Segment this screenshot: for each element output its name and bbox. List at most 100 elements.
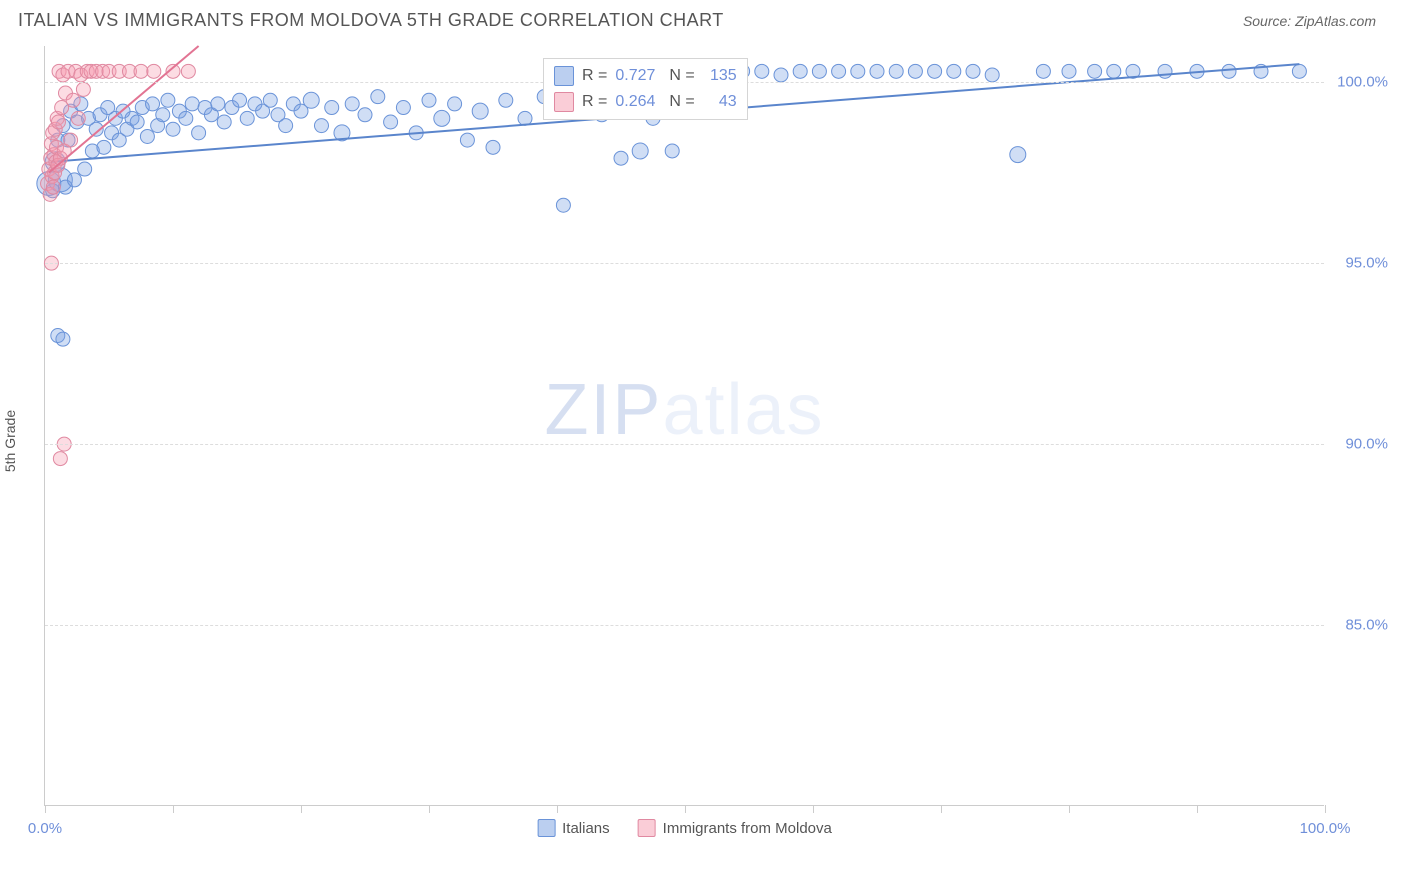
stats-row: R =0.264N =43	[554, 89, 737, 115]
data-point	[67, 173, 81, 187]
data-point	[1158, 64, 1172, 78]
data-point	[448, 97, 462, 111]
stats-r-value: 0.264	[615, 93, 661, 111]
data-point	[486, 140, 500, 154]
data-point	[233, 93, 247, 107]
data-point	[185, 97, 199, 111]
data-point	[460, 133, 474, 147]
data-point	[665, 144, 679, 158]
data-point	[812, 64, 826, 78]
x-tick	[685, 805, 686, 813]
gridline	[45, 263, 1324, 264]
data-point	[64, 133, 78, 147]
x-tick-label: 100.0%	[1300, 820, 1351, 837]
stats-swatch	[554, 92, 574, 112]
data-point	[56, 332, 70, 346]
data-point	[396, 101, 410, 115]
legend-item: Italians	[537, 819, 610, 837]
data-point	[263, 93, 277, 107]
data-point	[472, 103, 488, 119]
stats-n-value: 135	[703, 67, 737, 85]
stats-r-label: R =	[582, 93, 607, 111]
x-tick	[1325, 805, 1326, 813]
header: ITALIAN VS IMMIGRANTS FROM MOLDOVA 5TH G…	[0, 0, 1406, 36]
data-point	[279, 119, 293, 133]
data-point	[1107, 64, 1121, 78]
data-point	[192, 126, 206, 140]
y-tick-label: 85.0%	[1330, 617, 1388, 634]
x-tick-label: 0.0%	[28, 820, 62, 837]
data-point	[358, 108, 372, 122]
data-point	[97, 140, 111, 154]
data-point	[774, 68, 788, 82]
legend-item: Immigrants from Moldova	[638, 819, 832, 837]
stats-row: R = 0.727 N = 135	[554, 63, 737, 89]
data-point	[146, 97, 160, 111]
y-tick-label: 100.0%	[1330, 74, 1388, 91]
data-point	[1010, 147, 1026, 163]
data-point	[870, 64, 884, 78]
data-point	[985, 68, 999, 82]
x-tick	[45, 805, 46, 813]
data-point	[851, 64, 865, 78]
chart-title: ITALIAN VS IMMIGRANTS FROM MOLDOVA 5TH G…	[18, 10, 724, 31]
stats-box: R =0.727N =135R =0.264N =43	[543, 58, 748, 120]
data-point	[66, 93, 80, 107]
data-point	[147, 64, 161, 78]
data-point	[1062, 64, 1076, 78]
data-point	[632, 143, 648, 159]
x-tick	[941, 805, 942, 813]
x-tick	[1197, 805, 1198, 813]
data-point	[422, 93, 436, 107]
stats-r-label: R =	[582, 67, 607, 85]
stats-swatch	[554, 66, 574, 86]
data-point	[1088, 64, 1102, 78]
data-point	[53, 452, 67, 466]
plot-area: ZIPatlas R =0.727N =135R =0.264N =43 Ita…	[44, 46, 1324, 806]
data-point	[134, 64, 148, 78]
x-tick	[813, 805, 814, 813]
gridline	[45, 444, 1324, 445]
data-point	[556, 198, 570, 212]
data-point	[140, 129, 154, 143]
data-point	[314, 119, 328, 133]
legend-swatch	[537, 819, 555, 837]
data-point	[908, 64, 922, 78]
data-point	[1222, 64, 1236, 78]
data-point	[78, 162, 92, 176]
y-tick-label: 90.0%	[1330, 436, 1388, 453]
data-point	[518, 111, 532, 125]
stats-n-value: 43	[703, 93, 737, 111]
data-point	[181, 64, 195, 78]
y-tick-label: 95.0%	[1330, 255, 1388, 272]
stats-r-value: 0.727	[615, 67, 661, 85]
x-tick	[301, 805, 302, 813]
data-point	[179, 111, 193, 125]
data-point	[130, 115, 144, 129]
gridline	[45, 625, 1324, 626]
data-point	[240, 111, 254, 125]
legend-label: Italians	[562, 820, 610, 837]
data-point	[614, 151, 628, 165]
data-point	[345, 97, 359, 111]
data-point	[371, 90, 385, 104]
data-point	[325, 101, 339, 115]
data-point	[166, 122, 180, 136]
data-point	[793, 64, 807, 78]
data-point	[947, 64, 961, 78]
data-point	[889, 64, 903, 78]
data-point	[928, 64, 942, 78]
data-point	[71, 111, 85, 125]
data-point	[966, 64, 980, 78]
data-point	[217, 115, 231, 129]
data-point	[1292, 64, 1306, 78]
data-point	[1036, 64, 1050, 78]
legend: Italians Immigrants from Moldova	[537, 819, 832, 837]
x-tick	[1069, 805, 1070, 813]
data-point	[434, 110, 450, 126]
x-tick	[557, 805, 558, 813]
data-point	[755, 64, 769, 78]
scatter-svg	[45, 46, 1324, 805]
stats-n-label: N =	[669, 67, 694, 85]
data-point	[384, 115, 398, 129]
